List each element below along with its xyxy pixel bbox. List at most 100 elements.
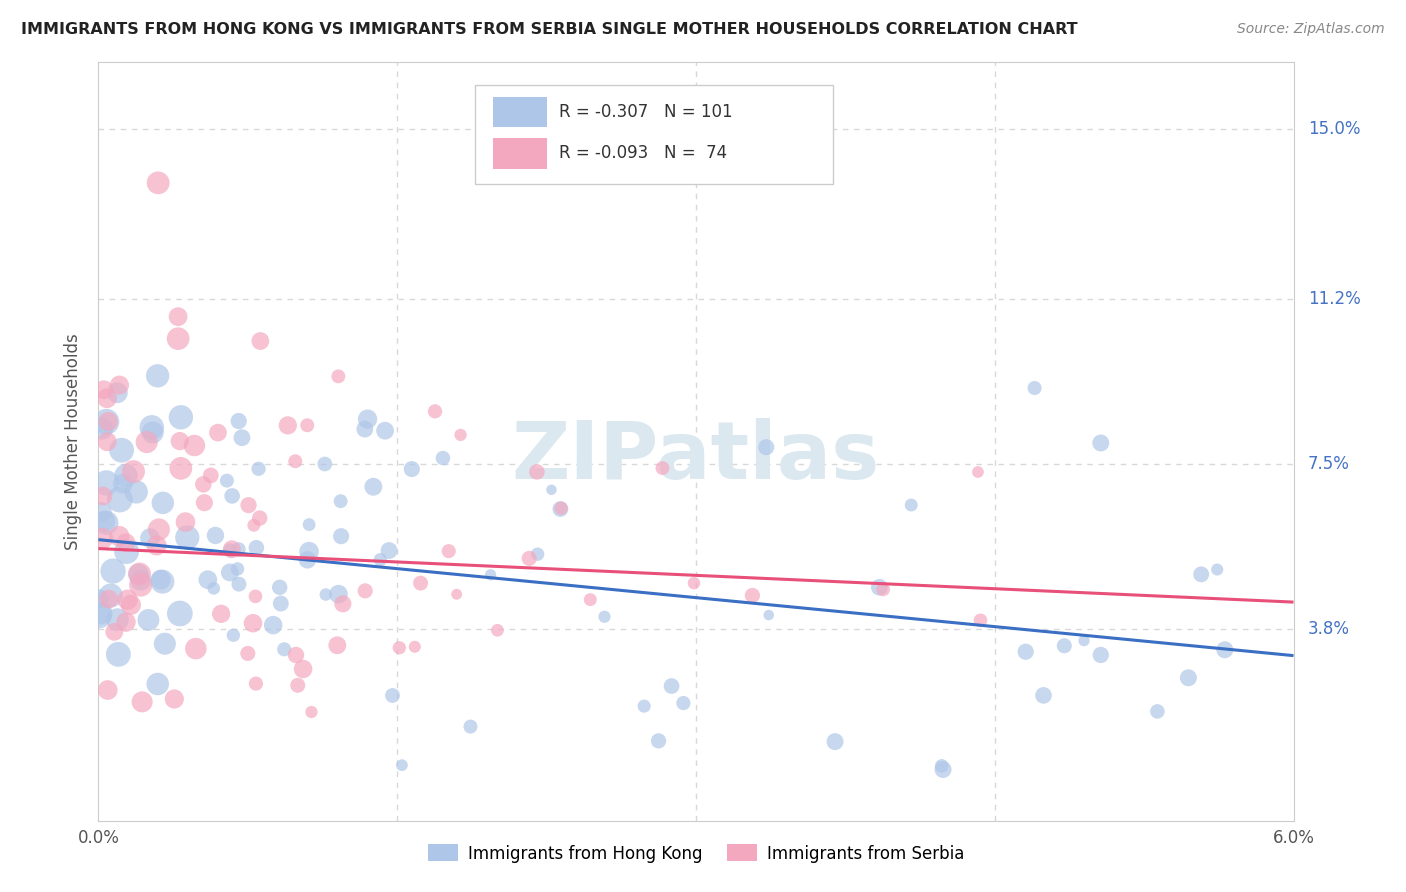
Point [184, 641, 207, 656]
Point [683, 576, 706, 591]
Point [755, 440, 778, 454]
Point [285, 648, 308, 662]
Point [108, 378, 131, 392]
Point [146, 368, 169, 383]
Text: Source: ZipAtlas.com: Source: ZipAtlas.com [1237, 22, 1385, 37]
Point [661, 679, 683, 693]
Point [90, 505, 112, 519]
Point [117, 592, 139, 607]
Point [378, 543, 401, 558]
Point [540, 483, 562, 497]
Point [209, 607, 232, 621]
Point [94, 514, 117, 528]
Point [200, 468, 222, 483]
Text: R = -0.307   N = 101: R = -0.307 N = 101 [558, 103, 733, 120]
Point [105, 385, 128, 400]
Point [107, 613, 129, 627]
Point [138, 613, 160, 627]
Point [579, 592, 602, 607]
Point [128, 567, 150, 582]
Point [741, 589, 763, 603]
Point [363, 480, 385, 494]
Point [169, 434, 191, 449]
Point [169, 607, 191, 621]
Point [170, 410, 193, 425]
Point [273, 642, 295, 657]
Point [90, 606, 112, 620]
Point [292, 662, 315, 676]
Point [108, 529, 131, 543]
Point [401, 462, 423, 476]
Point [287, 678, 309, 692]
Point [900, 498, 922, 512]
Point [219, 543, 242, 558]
Point [249, 511, 271, 525]
Point [238, 498, 260, 512]
Point [298, 544, 321, 558]
Point [221, 542, 243, 557]
Point [262, 618, 284, 632]
Point [215, 474, 238, 488]
Point [91, 532, 114, 546]
Point [219, 566, 242, 580]
Point [221, 489, 243, 503]
Point [437, 544, 460, 558]
Point [1213, 642, 1236, 657]
Point [460, 720, 482, 734]
Point [148, 176, 170, 190]
Point [247, 462, 270, 476]
Point [87, 591, 110, 606]
Point [96, 516, 118, 530]
Point [245, 676, 267, 690]
Point [108, 492, 131, 507]
Point [242, 616, 264, 631]
Point [374, 424, 396, 438]
Point [330, 529, 353, 543]
FancyBboxPatch shape [494, 96, 547, 127]
Point [115, 615, 138, 629]
Point [1032, 689, 1054, 703]
Point [479, 567, 502, 582]
Point [550, 502, 572, 516]
Point [228, 542, 250, 557]
Point [404, 640, 426, 654]
Point [423, 404, 446, 418]
Point [93, 383, 115, 397]
Point [145, 539, 167, 553]
Point [222, 628, 245, 642]
Point [269, 580, 291, 594]
Point [284, 454, 307, 468]
Point [96, 415, 118, 429]
Point [167, 310, 190, 324]
Point [354, 583, 377, 598]
Point [96, 391, 118, 405]
Point [101, 564, 124, 578]
Point [91, 489, 114, 503]
Point [1053, 639, 1076, 653]
Point [97, 592, 120, 607]
Point [328, 369, 350, 384]
FancyBboxPatch shape [475, 85, 834, 184]
Point [758, 608, 780, 623]
Point [314, 457, 336, 471]
Point [1206, 562, 1229, 576]
Point [97, 683, 120, 698]
Point [107, 648, 129, 662]
Point [153, 637, 176, 651]
Point [388, 640, 411, 655]
Point [228, 414, 250, 428]
Point [872, 582, 894, 597]
Point [651, 461, 673, 475]
Point [125, 484, 148, 499]
Point [122, 465, 145, 479]
Point [391, 758, 413, 772]
Text: IMMIGRANTS FROM HONG KONG VS IMMIGRANTS FROM SERBIA SINGLE MOTHER HOUSEHOLDS COR: IMMIGRANTS FROM HONG KONG VS IMMIGRANTS … [21, 22, 1078, 37]
Point [967, 465, 990, 479]
Point [315, 588, 337, 602]
Point [931, 759, 953, 773]
Point [91, 422, 114, 436]
Point [1014, 645, 1036, 659]
Point [1146, 705, 1168, 719]
Point [115, 468, 138, 483]
Point [115, 544, 138, 558]
